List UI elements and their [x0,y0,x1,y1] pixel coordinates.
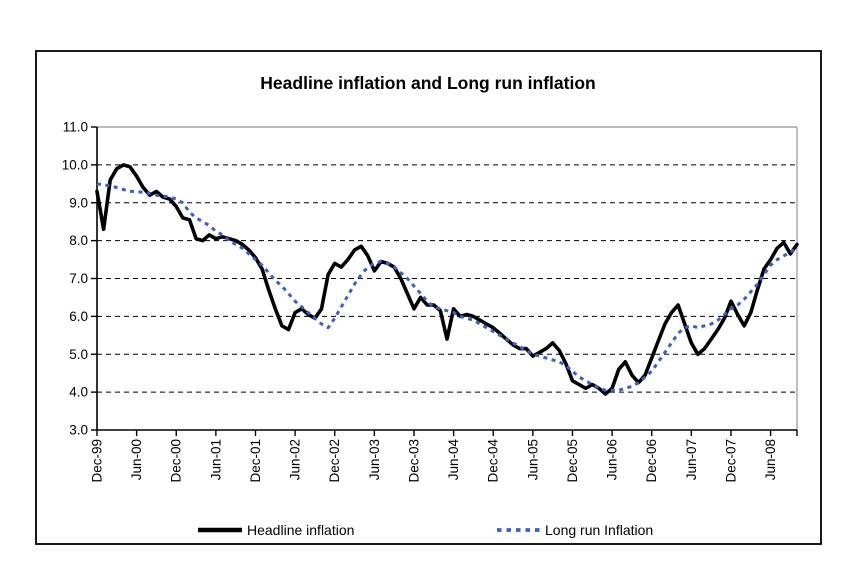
x-tick-label: Jun-02 [288,439,303,480]
y-tick-label: 7.0 [69,271,88,286]
x-tick-label: Dec-99 [90,439,105,483]
x-tick-label: Dec-05 [565,439,580,483]
y-tick-label: 8.0 [69,233,88,248]
y-tick-label: 10.0 [62,157,88,172]
x-tick-label: Dec-07 [723,439,738,483]
x-tick-label: Dec-00 [169,439,184,483]
gridlines [97,126,798,430]
axis-tick-labels: 3.0 4.0 5.0 6.0 7.0 8.0 9.0 10.0 11.0 Dec-99 Jun-0… [62,120,778,483]
y-tick-label: 4.0 [69,385,88,400]
x-tick-label: Dec-04 [486,439,501,483]
legend-label-headline: Headline inflation [247,522,354,538]
series-line-longrun [96,182,798,392]
x-tick-label: Jun-08 [763,439,778,480]
chart-title: Headline inflation and Long run inflatio… [260,73,595,93]
chart-outer-border [35,50,822,545]
x-tick-label: Jun-05 [525,439,540,480]
x-tick-label: Jun-03 [367,439,382,480]
legend-label-longrun: Long run Inflation [545,522,653,538]
series-line-headline [95,163,799,396]
y-tick-label: 3.0 [69,423,88,438]
x-tick-label: Jun-07 [684,439,699,480]
x-tick-label: Jun-06 [605,439,620,480]
x-tick-label: Dec-03 [406,439,421,483]
chart-legend: Headline inflation Long run Inflation [198,522,653,538]
x-tick-label: Jun-01 [208,439,223,480]
y-tick-label: 11.0 [63,120,88,135]
y-tick-label: 5.0 [69,347,88,362]
series-lines [95,163,799,396]
x-tick-label: Dec-06 [644,439,659,483]
y-tick-label: 6.0 [69,309,88,324]
legend-item-headline: Headline inflation [198,522,354,538]
legend-item-longrun: Long run Inflation [497,522,653,538]
x-tick-label: Jun-00 [129,439,144,480]
x-tick-label: Jun-04 [446,439,461,481]
axes [91,126,798,436]
y-tick-label: 9.0 [69,195,88,210]
x-tick-label: Dec-02 [327,439,342,483]
x-tick-label: Dec-01 [248,439,263,483]
